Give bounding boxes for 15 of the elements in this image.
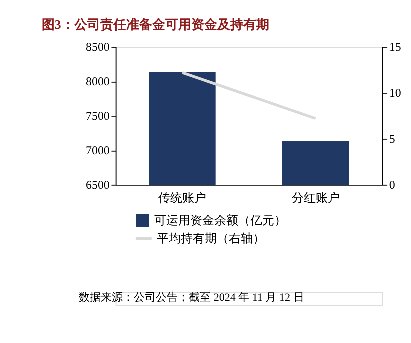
legend-label: 平均持有期（右轴）	[157, 231, 266, 246]
x-tick-label: 分红账户	[292, 190, 340, 205]
y2-tick-label: 5	[389, 132, 396, 146]
y-tick-label: 8500	[86, 40, 110, 54]
y-tick-label: 7000	[86, 144, 110, 158]
y2-tick-label: 15	[389, 40, 402, 54]
source-note: 数据来源：公司公告；截至 2024 年 11 月 12 日	[79, 290, 304, 304]
chart-title: 图3：公司责任准备金可用资金及持有期	[42, 17, 270, 32]
y-tick-label: 7500	[86, 109, 110, 124]
legend-label: 可运用资金余额（亿元）	[154, 213, 286, 228]
y-tick-label: 8000	[86, 74, 110, 89]
x-tick-label: 传统账户	[158, 190, 207, 205]
y2-tick-label: 0	[389, 178, 396, 192]
y2-tick-label: 10	[389, 86, 402, 100]
y-tick-label: 6500	[86, 178, 110, 192]
